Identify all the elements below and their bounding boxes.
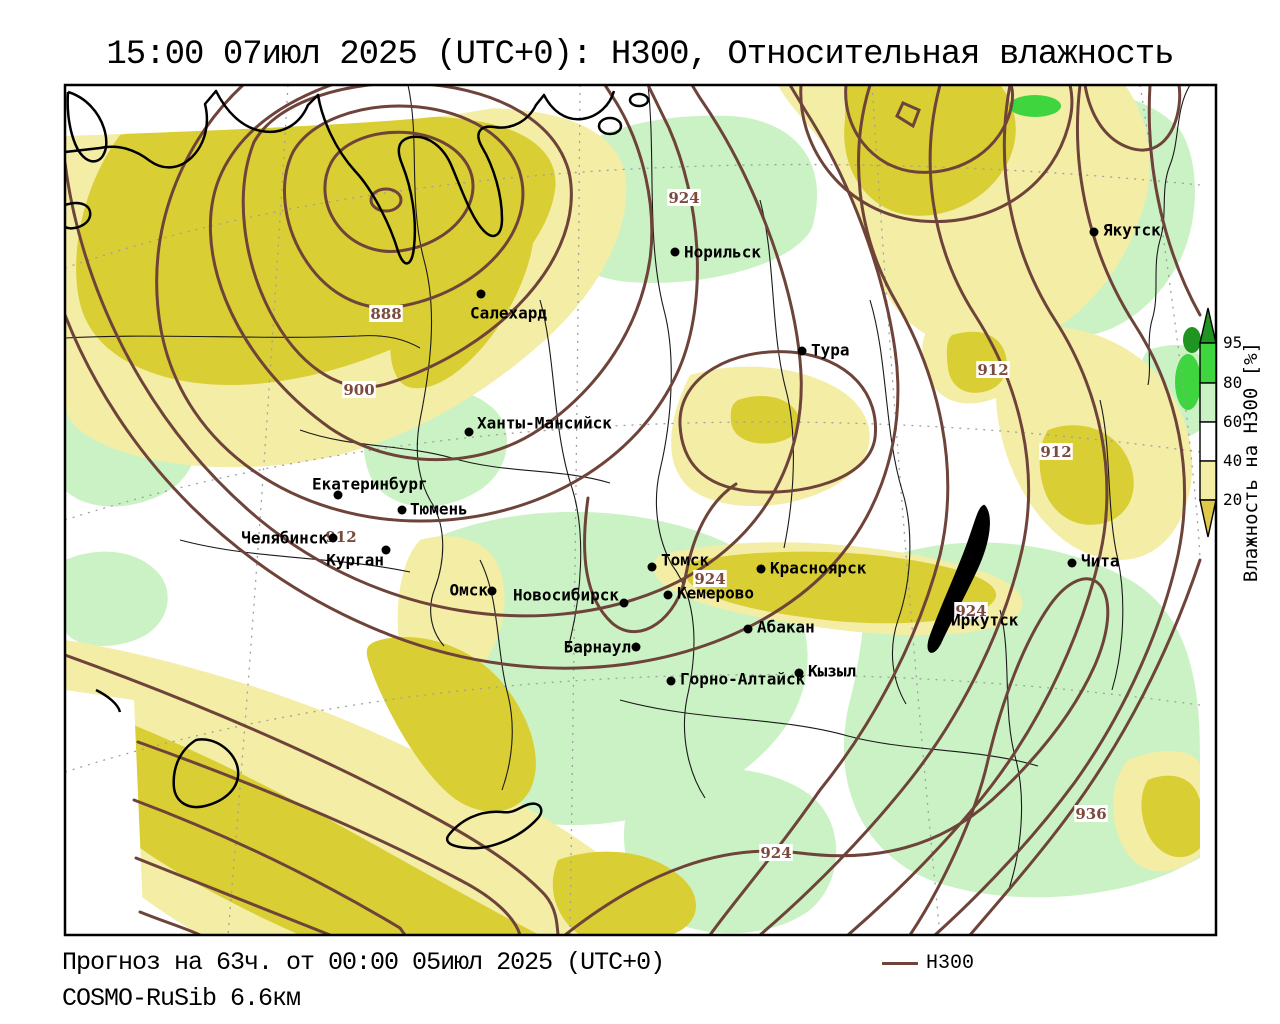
city-dot: [647, 562, 657, 572]
colorbar-segment: [1199, 421, 1217, 462]
city-dot: [794, 668, 804, 678]
city-dot: [797, 346, 807, 356]
city-dot: [743, 624, 753, 634]
city-label: Чита: [1081, 552, 1120, 571]
colorbar-tick-label: 40: [1223, 451, 1242, 470]
colorbar-tick-label: 80: [1223, 373, 1242, 392]
contour-label-box: [693, 570, 727, 587]
city-label: Екатеринбург: [312, 475, 428, 494]
city-label: Абакан: [757, 618, 815, 637]
colorbar-segment: [1199, 460, 1217, 501]
city-dot: [756, 564, 766, 574]
h300-legend: H300: [882, 952, 974, 975]
city-dot: [476, 289, 486, 299]
contour-label: 912: [977, 361, 1008, 379]
city-dot: [670, 247, 680, 257]
city-label: Иркутск: [951, 611, 1019, 630]
contour-label: 936: [1075, 805, 1106, 823]
forecast-info: Прогноз на 63ч. от 00:00 05июл 2025 (UTC…: [62, 948, 665, 977]
colorbar-segment: [1199, 342, 1217, 384]
graticule-layer: [65, 85, 1201, 935]
contour-label: 924: [694, 570, 725, 588]
colorbar-axis-label: Влажность на H300 [%]: [1240, 342, 1262, 582]
city-label: Челябинск: [241, 529, 328, 548]
contour-label-box: [369, 305, 403, 322]
city-label: Тура: [811, 341, 850, 360]
contour-label-box: [954, 602, 988, 619]
city-label: Томск: [661, 551, 710, 570]
contour-label-box: [976, 361, 1010, 378]
colorbar-tick-label: 60: [1223, 412, 1242, 431]
contour-label: 888: [370, 305, 401, 323]
contour-label-box: [342, 381, 376, 398]
contour-label: 924: [760, 844, 791, 862]
contour-label-box: [759, 844, 793, 861]
city-label: Салехард: [470, 304, 547, 323]
city-label: Ханты-Мансийск: [477, 414, 612, 433]
city-dot: [666, 676, 676, 686]
contour-label: 912: [1040, 443, 1071, 461]
city-label: Красноярск: [770, 559, 867, 578]
map-frame: [63, 83, 1218, 937]
city-dot: [1067, 558, 1077, 568]
city-dot: [328, 533, 338, 543]
city-dot: [619, 598, 629, 608]
colorbar-tick-label: 20: [1223, 490, 1242, 509]
h300-legend-label: H300: [926, 952, 975, 975]
city-label: Кемерово: [677, 584, 754, 603]
city-dot: [381, 545, 391, 555]
city-label: Кызыл: [808, 662, 856, 681]
colorbar-arrow-down: [1199, 499, 1217, 538]
city-label: Новосибирск: [513, 586, 619, 605]
contour-label-box: [1074, 805, 1108, 822]
colorbar: 95 80 60 40 20: [1199, 307, 1242, 538]
city-markers-layer: Норильск Салехард Тура Якутск Ханты-Мансийск…: [241, 221, 1161, 689]
city-dot: [663, 590, 673, 600]
city-dot: [397, 505, 407, 515]
model-info: COSMO-RuSib 6.6км: [62, 984, 301, 1013]
city-dot: [631, 642, 641, 652]
contour-label: 924: [955, 602, 986, 620]
contour-label: 900: [343, 381, 374, 399]
map-title: 15:00 07июл 2025 (UTC+0): H300, Относите…: [106, 36, 1174, 74]
city-label: Якутск: [1103, 221, 1161, 240]
h300-legend-line-icon: [882, 962, 918, 965]
city-dot: [333, 490, 343, 500]
city-label: Тюмень: [410, 500, 468, 519]
colorbar-tick-label: 95: [1223, 333, 1242, 352]
contour-label-box: [1039, 443, 1073, 460]
city-label: Горно-Алтайск: [680, 670, 806, 689]
city-dot: [487, 586, 497, 596]
contour-label: 924: [668, 189, 699, 207]
admin-borders-layer: [65, 85, 1191, 893]
city-label: Барнаул: [564, 638, 631, 657]
city-dot: [1089, 227, 1099, 237]
city-dot: [937, 613, 947, 623]
city-label: Курган: [326, 551, 384, 570]
colorbar-segment: [1199, 382, 1217, 423]
city-dot: [464, 427, 474, 437]
contour-lines-layer: [65, 85, 1202, 935]
contour-label-box: [667, 189, 701, 206]
city-label: Омск: [449, 581, 488, 600]
city-label: Норильск: [684, 243, 761, 262]
